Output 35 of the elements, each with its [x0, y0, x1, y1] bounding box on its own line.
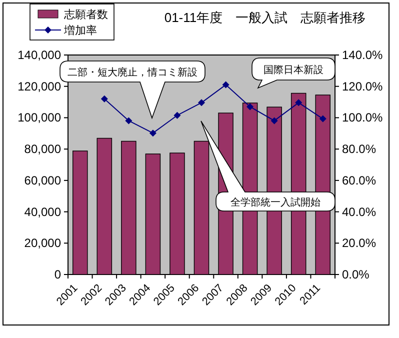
y-tick-label: 80,000 [24, 142, 62, 156]
y2-tick-label: 60.0% [342, 173, 376, 188]
point [100, 95, 108, 102]
y-tick-label: 60,000 [24, 173, 62, 188]
point [295, 99, 302, 106]
point [319, 115, 326, 122]
y-tick-label: 20,000 [24, 236, 62, 250]
y2-tick-label: 120.0% [342, 79, 384, 94]
y2-tick-label: 100.0% [342, 110, 384, 125]
callout: 二部・短大廃止，情コミ新設 [60, 60, 206, 118]
y-tick-label: 120,000 [18, 79, 62, 94]
y-tick-label: 0 [54, 268, 62, 282]
y2-tick-label: 40.0% [342, 204, 376, 219]
point [174, 112, 181, 119]
callout: 全学部統一入試開始 [200, 120, 336, 212]
annotation: 国際日本新設 [264, 64, 324, 76]
y2-tick-label: 0.0% [342, 268, 370, 282]
y2-tick-label: 20.0% [342, 236, 376, 250]
y-tick-label: 140,000 [18, 48, 62, 62]
y2-tick-label: 80.0% [342, 142, 376, 156]
annotation: 全学部統一入試開始 [230, 196, 320, 208]
y-tick-label: 40,000 [24, 204, 62, 219]
callout: 国際日本新設 [252, 58, 336, 88]
point [149, 130, 156, 137]
legend-label: 増加率 [63, 24, 97, 37]
y-tick-label: 100,000 [18, 110, 62, 125]
point [198, 99, 205, 106]
annotation: 二部・短大廃止，情コミ新設 [68, 66, 198, 78]
point [270, 117, 278, 124]
point [222, 81, 230, 88]
chart-title: 01-11年度 一般入試 志願者推移 [164, 10, 366, 25]
legend-label: 志願者数 [64, 8, 108, 21]
point [246, 103, 254, 110]
y2-tick-label: 140.0% [342, 48, 384, 62]
point [125, 117, 132, 124]
